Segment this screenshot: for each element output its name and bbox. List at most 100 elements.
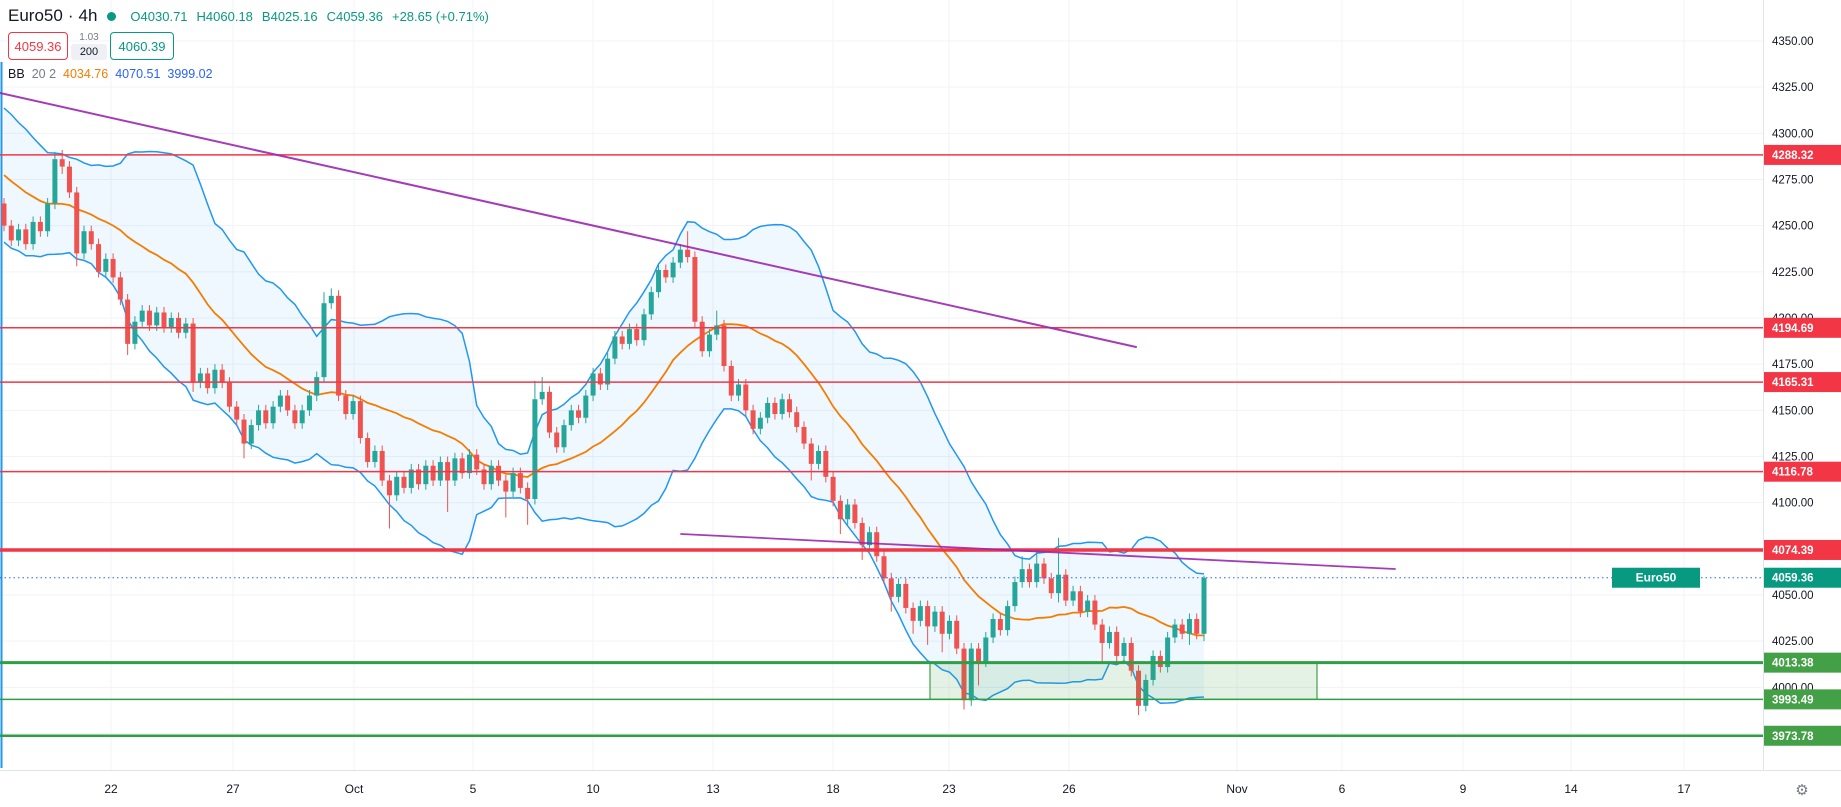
candle-body bbox=[81, 231, 87, 254]
candle-body bbox=[1012, 582, 1018, 607]
candle-body bbox=[474, 454, 480, 470]
candle-body bbox=[663, 269, 669, 278]
time-tick-label: 22 bbox=[104, 782, 118, 796]
candle-body bbox=[946, 620, 952, 634]
symbol-name[interactable]: Euro50 bbox=[8, 6, 63, 25]
time-axis[interactable]: 22 27 Oct 5 10 13 18 23 26 Nov 6 9 14 17 bbox=[104, 782, 1691, 796]
candle-body bbox=[263, 410, 269, 424]
price-level-badge-label: 4165.31 bbox=[1772, 377, 1814, 389]
candle-body bbox=[379, 450, 385, 481]
candle-body bbox=[888, 578, 894, 597]
order-panel: 4059.36 1.03 200 4060.39 bbox=[8, 32, 489, 60]
market-status-dot bbox=[107, 11, 117, 21]
candle-body bbox=[1005, 606, 1011, 631]
candle-body bbox=[365, 438, 371, 463]
high-value: H4060.18 bbox=[196, 8, 253, 24]
candle-body bbox=[859, 522, 865, 546]
price-tick-label: 4300.00 bbox=[1772, 128, 1814, 140]
candle-body bbox=[30, 221, 36, 245]
time-tick-label: 14 bbox=[1564, 782, 1578, 796]
interval-label[interactable]: 4h bbox=[78, 6, 98, 25]
candle-body bbox=[219, 369, 225, 383]
candle-body bbox=[648, 292, 654, 315]
price-axis[interactable]: 4350.00 4325.00 4300.00 4275.00 4250.00 4225.… bbox=[1764, 36, 1841, 746]
candle-body bbox=[983, 637, 989, 662]
price-tick-label: 4250.00 bbox=[1772, 221, 1814, 233]
candle-body bbox=[350, 401, 356, 415]
support-lines[interactable] bbox=[0, 661, 1763, 738]
candle-body bbox=[837, 500, 843, 520]
candle-body bbox=[619, 336, 625, 344]
price-tick-label: 4225.00 bbox=[1772, 267, 1814, 279]
candle-body bbox=[496, 465, 502, 481]
candle-body bbox=[1172, 624, 1178, 638]
price-level-badge-label: 4074.39 bbox=[1772, 545, 1814, 557]
candle-body bbox=[1186, 619, 1192, 634]
settings-gear-icon[interactable]: ⚙ bbox=[1795, 781, 1808, 799]
demand-zone[interactable] bbox=[929, 662, 1318, 700]
candle-body bbox=[45, 203, 51, 232]
price-level-badge bbox=[1764, 539, 1841, 560]
sell-button[interactable]: 4059.36 bbox=[8, 32, 68, 60]
trendline-2[interactable] bbox=[680, 533, 1396, 570]
candle-body bbox=[1063, 574, 1069, 601]
candle-body bbox=[808, 443, 814, 464]
candle-body bbox=[205, 373, 211, 389]
candle-body bbox=[176, 318, 182, 333]
candle-body bbox=[1099, 624, 1105, 644]
candle-body bbox=[743, 384, 749, 411]
price-level-badge-label: 4013.38 bbox=[1772, 658, 1814, 670]
candle-body bbox=[590, 373, 596, 396]
price-tick-label: 4175.00 bbox=[1772, 359, 1814, 371]
candle-body bbox=[488, 465, 494, 485]
price-level-badge bbox=[1764, 689, 1841, 710]
candle-body bbox=[1041, 563, 1047, 579]
candle-body bbox=[1048, 578, 1054, 594]
price-level-badge bbox=[1764, 725, 1841, 746]
candle-body bbox=[256, 410, 262, 426]
candle-body bbox=[910, 607, 916, 621]
candle-body bbox=[357, 401, 363, 439]
time-tick-label: 17 bbox=[1677, 782, 1691, 796]
plot-area[interactable] bbox=[0, 0, 1763, 770]
candle-body bbox=[961, 648, 967, 701]
candle-body bbox=[372, 450, 378, 463]
candle-body bbox=[1114, 631, 1120, 656]
candle-body bbox=[866, 532, 872, 546]
candle-body bbox=[1143, 679, 1149, 706]
candle-body bbox=[1128, 643, 1134, 671]
candle-body bbox=[554, 432, 560, 448]
candle-body bbox=[605, 358, 611, 385]
candle-body bbox=[1, 203, 7, 226]
bb-fill bbox=[4, 108, 1204, 704]
change-value: +28.65 (+0.71%) bbox=[391, 8, 489, 24]
resistance-lines[interactable] bbox=[0, 154, 1763, 552]
price-level-badge-label: 4288.32 bbox=[1772, 150, 1814, 162]
lot-size-field[interactable]: 200 bbox=[71, 44, 107, 60]
candle-body bbox=[728, 366, 734, 396]
time-tick-label: 13 bbox=[706, 782, 720, 796]
bb-upper-value: 4070.51 bbox=[115, 67, 161, 81]
indicator-name: BB bbox=[8, 67, 25, 81]
candle-body bbox=[226, 382, 232, 407]
indicator-legend-row[interactable]: BB 20 2 4034.76 4070.51 3999.02 bbox=[8, 67, 489, 81]
candle-body bbox=[765, 402, 771, 418]
candle-body bbox=[699, 321, 705, 352]
candle-body bbox=[794, 412, 800, 427]
candlestick-series[interactable] bbox=[1, 149, 1207, 716]
candle-body bbox=[801, 426, 807, 444]
trendline-1[interactable] bbox=[0, 92, 1137, 348]
candle-body bbox=[1019, 569, 1025, 583]
bollinger-bands[interactable] bbox=[3, 107, 1205, 704]
candle-body bbox=[990, 619, 996, 638]
candle-body bbox=[1150, 655, 1156, 680]
symbol-price-badge bbox=[1612, 567, 1700, 588]
buy-button[interactable]: 4060.39 bbox=[110, 32, 174, 60]
candle-body bbox=[1077, 591, 1083, 612]
candle-body bbox=[503, 480, 509, 492]
candle-body bbox=[736, 384, 742, 396]
candle-body bbox=[583, 395, 589, 418]
candle-body bbox=[968, 648, 974, 701]
price-level-badge-label: 4116.78 bbox=[1772, 467, 1814, 479]
